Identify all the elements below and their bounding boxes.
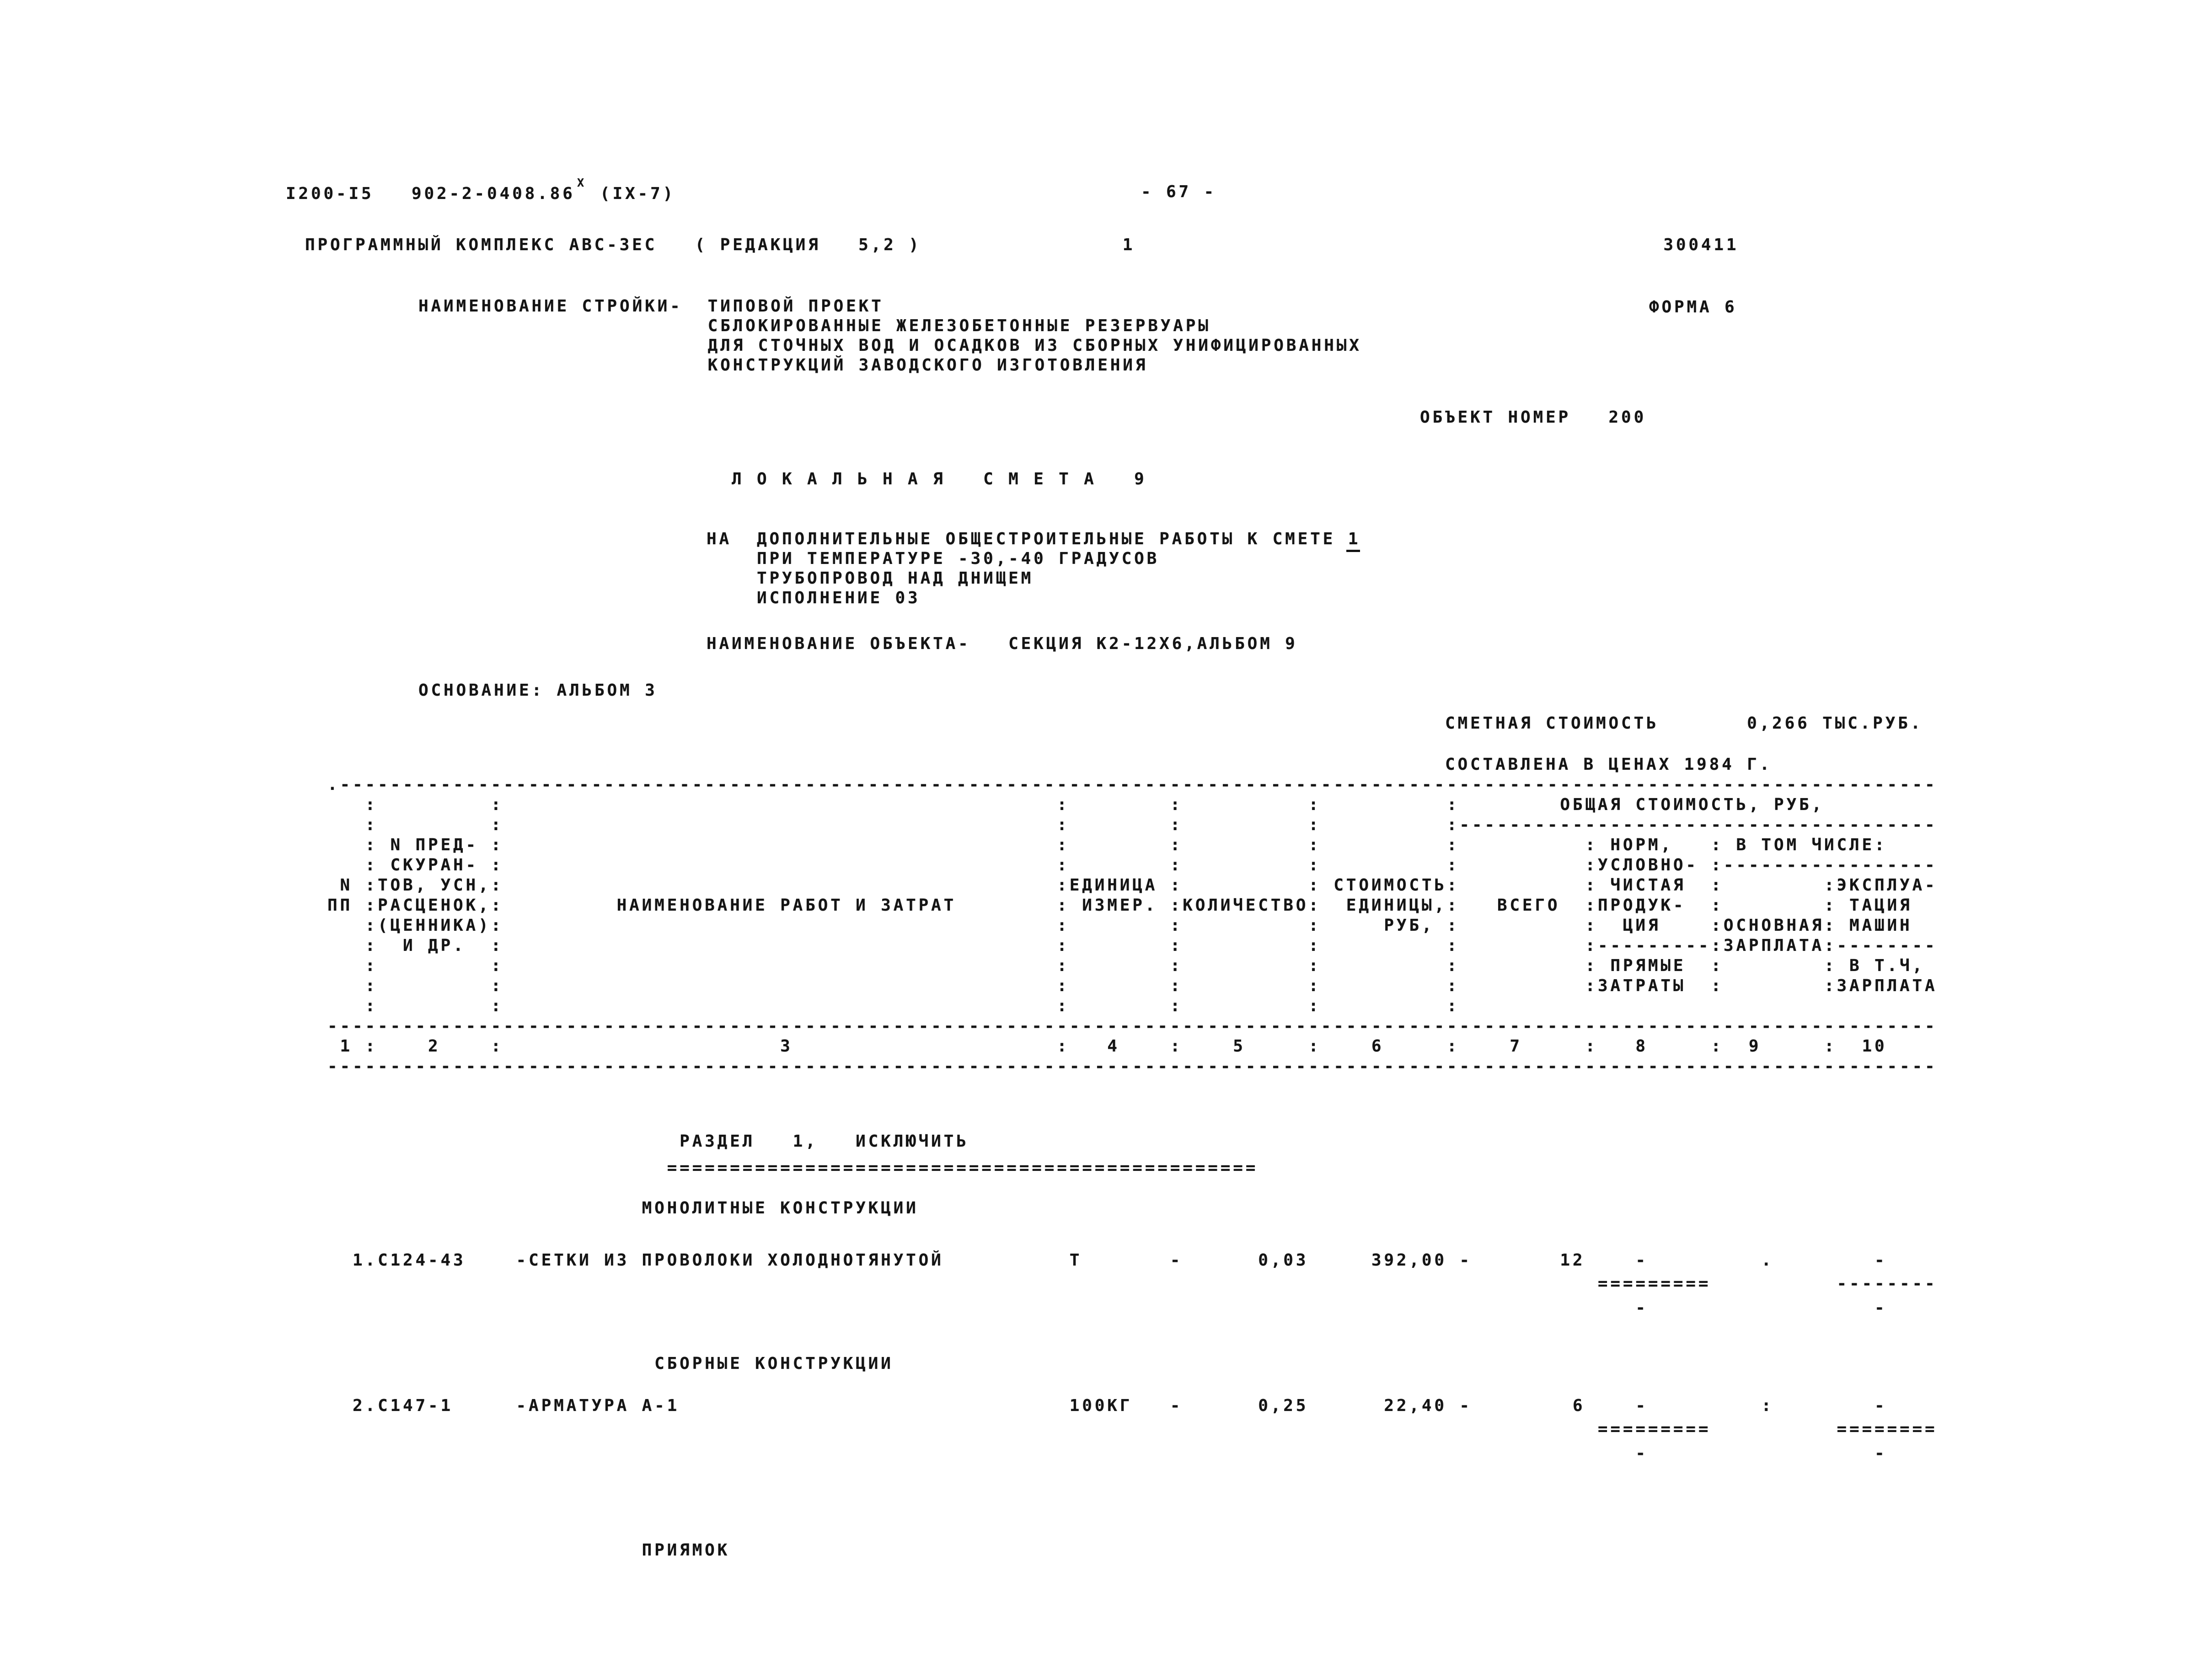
estimate-cost-line: СМЕТНАЯ СТОИМОСТЬ 0,266 ТЫС.РУБ. xyxy=(1445,714,1923,733)
estimate-table-header: .---------------------------------------… xyxy=(327,775,1938,1076)
group-heading-precast: СБОРНЫЕ КОНСТРУКЦИИ xyxy=(327,1354,894,1373)
table-row-underline: ========= ======== xyxy=(327,1420,1938,1438)
section-heading: РАЗДЕЛ 1, ИСКЛЮЧИТЬ xyxy=(327,1132,969,1151)
estimate-title: Л О К А Л Ь Н А Я С М Е Т А 9 xyxy=(732,470,1147,488)
doc-code-superscript: X xyxy=(577,176,585,189)
prices-year-line: СОСТАВЛЕНА В ЦЕНАХ 1984 Г. xyxy=(1445,755,1773,774)
table-row-marks: - - xyxy=(327,1444,1887,1463)
construction-name-block: НАИМЕНОВАНИЕ СТРОЙКИ- ТИПОВОЙ ПРОЕКТ СБЛ… xyxy=(418,297,1362,375)
object-number-line: ОБЪЕКТ НОМЕР 200 xyxy=(1420,408,1647,427)
table-row: 2.С147-1 -АРМАТУРА А-1 100КГ - 0,25 22,4… xyxy=(327,1396,1887,1415)
doc-code-note: (IX-7) xyxy=(600,184,676,203)
object-name-line: НАИМЕНОВАНИЕ ОБЪЕКТА- СЕКЦИЯ К2-12Х6,АЛЬ… xyxy=(707,634,1298,653)
form-label: ФОРМА 6 xyxy=(1649,298,1737,316)
estimate-subject-block: НА ДОПОЛНИТЕЛЬНЫЕ ОБЩЕСТРОИТЕЛЬНЫЕ РАБОТ… xyxy=(707,530,1361,607)
footer-heading: ПРИЯМОК xyxy=(327,1541,730,1560)
program-complex-line: ПРОГРАММНЫЙ КОМПЛЕКС АВС-3ЕС ( РЕДАКЦИЯ … xyxy=(305,236,1739,254)
underline-mark xyxy=(1346,550,1360,552)
table-row: 1.С124-43 -СЕТКИ ИЗ ПРОВОЛОКИ ХОЛОДНОТЯН… xyxy=(327,1251,1887,1270)
table-row-underline: ========= -------- xyxy=(327,1274,1938,1293)
basis-line: ОСНОВАНИЕ: АЛЬБОМ 3 xyxy=(418,681,658,700)
page-number: - 67 - xyxy=(1141,182,1217,201)
section-underline: ========================================… xyxy=(327,1158,1259,1177)
table-row-marks: - - xyxy=(327,1298,1887,1317)
group-heading-monolithic: МОНОЛИТНЫЕ КОНСТРУКЦИИ xyxy=(327,1199,919,1217)
doc-code: I200-I5 902-2-0408.86 xyxy=(286,184,575,203)
